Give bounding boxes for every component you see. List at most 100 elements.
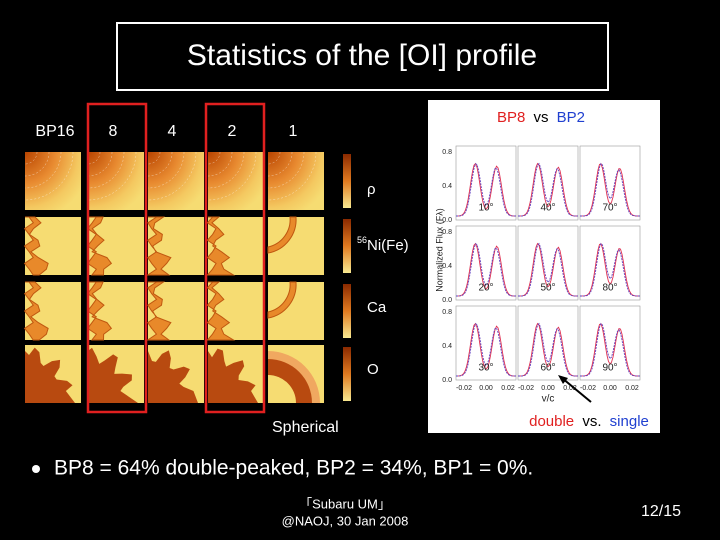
map-cell (206, 216, 264, 276)
map-cell (208, 345, 264, 403)
map-cell (23, 281, 81, 341)
profile-curve (580, 242, 640, 297)
plot-frame (455, 225, 517, 301)
plot-frame (579, 305, 641, 381)
map-cell (24, 151, 81, 210)
y-tick-label: 0.8 (442, 309, 452, 316)
spherical-label: Spherical (272, 419, 339, 436)
plot-frame (517, 145, 579, 221)
plot-frame (517, 225, 579, 301)
map-contour (147, 151, 197, 201)
angle-label: 10° (478, 203, 493, 214)
angle-label: 20° (478, 283, 493, 294)
map-contour (24, 151, 74, 201)
row-label-text: Ca (367, 299, 387, 316)
plot-frame (579, 145, 641, 221)
profile-curve (580, 243, 640, 297)
y-tick-label: 0.4 (442, 263, 452, 270)
plot-frame (455, 145, 517, 221)
map-cell (88, 345, 144, 403)
profile-curve (456, 242, 516, 297)
map-blob (267, 216, 297, 254)
row-label-text: Ni(Fe) (367, 237, 409, 254)
map-contour (267, 151, 305, 189)
caption-part: single (610, 413, 649, 430)
profile-curve (456, 162, 516, 217)
colorbar (343, 219, 351, 273)
page-number: 12/15 (641, 503, 681, 520)
map-contour (24, 151, 50, 177)
angle-label: 50° (540, 283, 555, 294)
profile-curve (456, 243, 516, 297)
highlight-box (204, 102, 266, 414)
x-tick-label: 0.00 (603, 385, 617, 392)
plot-frame (579, 225, 641, 301)
map-cell (25, 345, 81, 403)
map-blob (86, 281, 113, 341)
y-tick-label: 0.8 (442, 149, 452, 156)
map-blob (86, 216, 113, 276)
map-contour (24, 151, 62, 189)
map-contour (87, 151, 101, 165)
angle-label: 80° (602, 283, 617, 294)
map-contour (207, 151, 233, 177)
angle-label: 90° (602, 363, 617, 374)
column-label: 4 (168, 123, 177, 140)
profile-curve (580, 322, 640, 377)
row-label: Ca (367, 299, 387, 316)
profile-curve (518, 322, 578, 377)
row-label: 56Ni(Fe) (357, 235, 409, 254)
y-tick-label: 0.8 (442, 229, 452, 236)
map-contour (267, 151, 293, 177)
profile-curve (518, 242, 578, 297)
map-blob (146, 281, 172, 341)
footer-credit: @NAOJ, 30 Jan 2008 (282, 513, 409, 528)
map-blob (23, 216, 49, 276)
map-cell (207, 151, 264, 210)
profile-curve (456, 322, 516, 377)
map-density (208, 152, 264, 210)
map-contour (207, 151, 221, 165)
map-cell (86, 216, 144, 276)
x-tick-label: -0.02 (580, 385, 596, 392)
row-label-text: O (367, 361, 379, 378)
angle-label: 70° (602, 203, 617, 214)
profile-plots: 0.8 0.4 0.0 10° 40° 70° 0.8 0.4 0.0 20° 50° 80° 0.8 0… (442, 145, 641, 392)
row-label-sup: 56 (357, 235, 367, 245)
map-contour (87, 151, 137, 201)
title-box (116, 22, 609, 91)
map-contour (24, 151, 38, 165)
colorbar (343, 154, 351, 208)
y-tick-label: 0.4 (442, 183, 452, 190)
map-density (148, 152, 204, 210)
map-density (88, 152, 144, 210)
caption-part: vs. (582, 413, 601, 430)
simulation-maps (23, 151, 351, 403)
map-contour (207, 151, 245, 189)
angle-label: 60° (540, 363, 555, 374)
map-cell (147, 151, 204, 210)
map-cell (148, 345, 204, 403)
map-density (268, 152, 324, 210)
profile-curve (456, 163, 516, 217)
panel-title-part: BP2 (557, 109, 585, 126)
map-cell (146, 216, 204, 276)
x-tick-label: 0.00 (479, 385, 493, 392)
highlight-box (86, 102, 148, 414)
column-label: 1 (289, 123, 298, 140)
column-label: 8 (109, 123, 118, 140)
map-density (25, 152, 81, 210)
map-contour (147, 151, 161, 165)
x-axis-label: v/c (542, 394, 555, 405)
panel-title-part: BP8 (497, 109, 525, 126)
caption: double vs. single (529, 413, 649, 430)
y-tick-label: 0.0 (442, 297, 452, 304)
profile-curve (580, 323, 640, 377)
map-contour (147, 151, 185, 189)
map-cell (267, 151, 324, 210)
map-cell (146, 281, 204, 341)
map-cell (206, 281, 264, 341)
x-tick-label: 0.02 (501, 385, 515, 392)
y-tick-label: 0.0 (442, 377, 452, 384)
x-tick-label: -0.02 (456, 385, 472, 392)
